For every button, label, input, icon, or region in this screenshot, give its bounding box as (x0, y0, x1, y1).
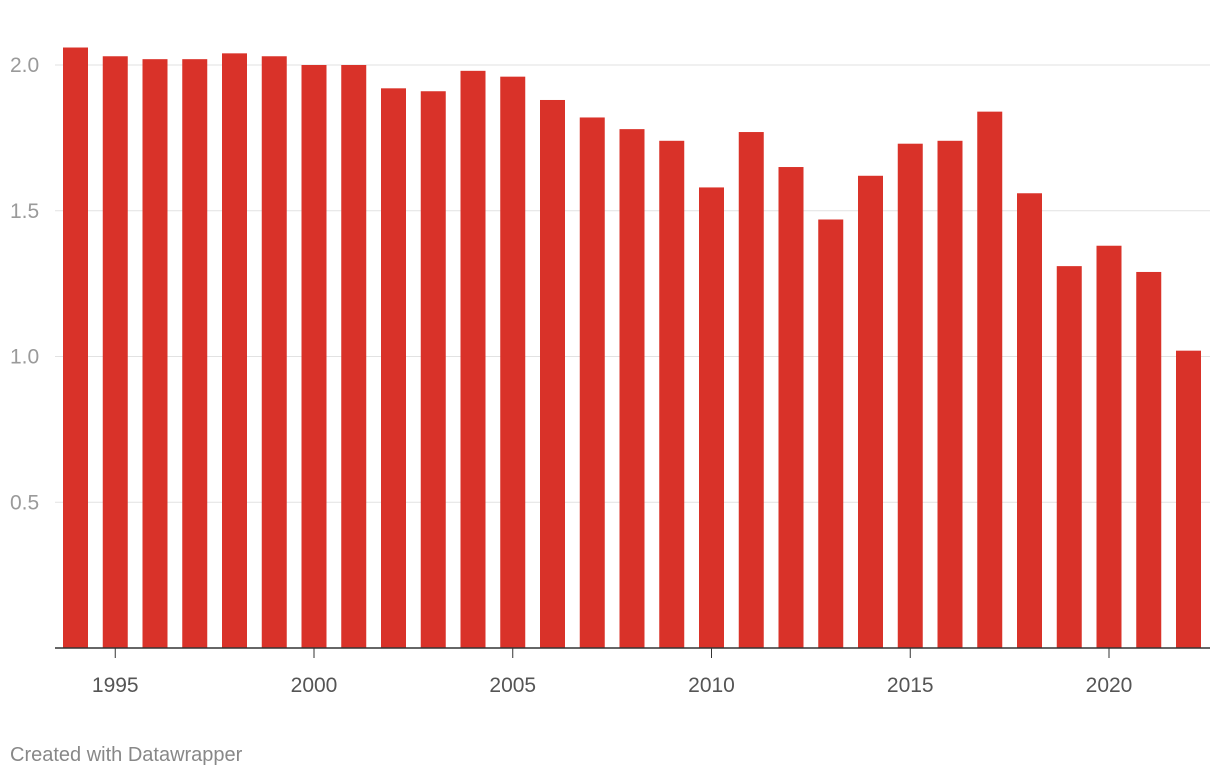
bar-2008 (619, 129, 645, 648)
bar-2001 (341, 65, 367, 648)
bar-2004 (460, 70, 486, 648)
bar-2005 (500, 76, 526, 648)
bar-1994 (63, 47, 88, 648)
bar-2018 (1017, 193, 1042, 648)
bar-1997 (182, 59, 208, 649)
bar-1995 (102, 56, 128, 648)
bar-1998 (222, 53, 247, 648)
bar-2013 (818, 219, 844, 648)
y-axis-labels: 0.5 1.0 1.5 2.0 (10, 54, 39, 514)
x-tick-label: 2010 (688, 674, 735, 697)
bar-1999 (261, 56, 287, 648)
x-axis-ticks: 1995 2000 2005 2010 2015 2020 (92, 648, 1132, 697)
bar-2003 (420, 91, 446, 649)
bar-2020 (1096, 245, 1122, 649)
x-tick-label: 2000 (291, 674, 338, 697)
bar-2014 (858, 175, 883, 648)
bar-2002 (381, 88, 406, 648)
bar-2017 (977, 111, 1003, 648)
bar-2022 (1176, 350, 1201, 648)
y-tick-label: 1.0 (10, 346, 39, 369)
bar-chart: 0.5 1.0 1.5 2.0 1995 2000 2005 2010 2015 2020 (10, 47, 1210, 697)
bar-2019 (1056, 266, 1082, 648)
bars (63, 47, 1201, 649)
x-tick-label: 2015 (887, 674, 934, 697)
x-tick-label: 2020 (1086, 674, 1133, 697)
y-tick-label: 0.5 (10, 491, 39, 514)
y-tick-label: 2.0 (10, 54, 39, 77)
bar-2015 (897, 143, 923, 648)
bar-2009 (659, 140, 685, 649)
bar-2000 (301, 65, 327, 648)
x-tick-label: 1995 (92, 674, 139, 697)
y-tick-label: 1.5 (10, 200, 39, 223)
bar-1996 (142, 59, 168, 649)
x-tick-label: 2005 (489, 674, 536, 697)
bar-2007 (579, 117, 605, 649)
bar-2006 (540, 99, 565, 649)
bar-2011 (738, 132, 764, 649)
footer-credit: Created with Datawrapper (10, 744, 243, 766)
bar-2016 (937, 140, 963, 649)
bar-2021 (1136, 271, 1162, 648)
bar-2012 (778, 167, 804, 648)
bar-2010 (699, 187, 724, 648)
